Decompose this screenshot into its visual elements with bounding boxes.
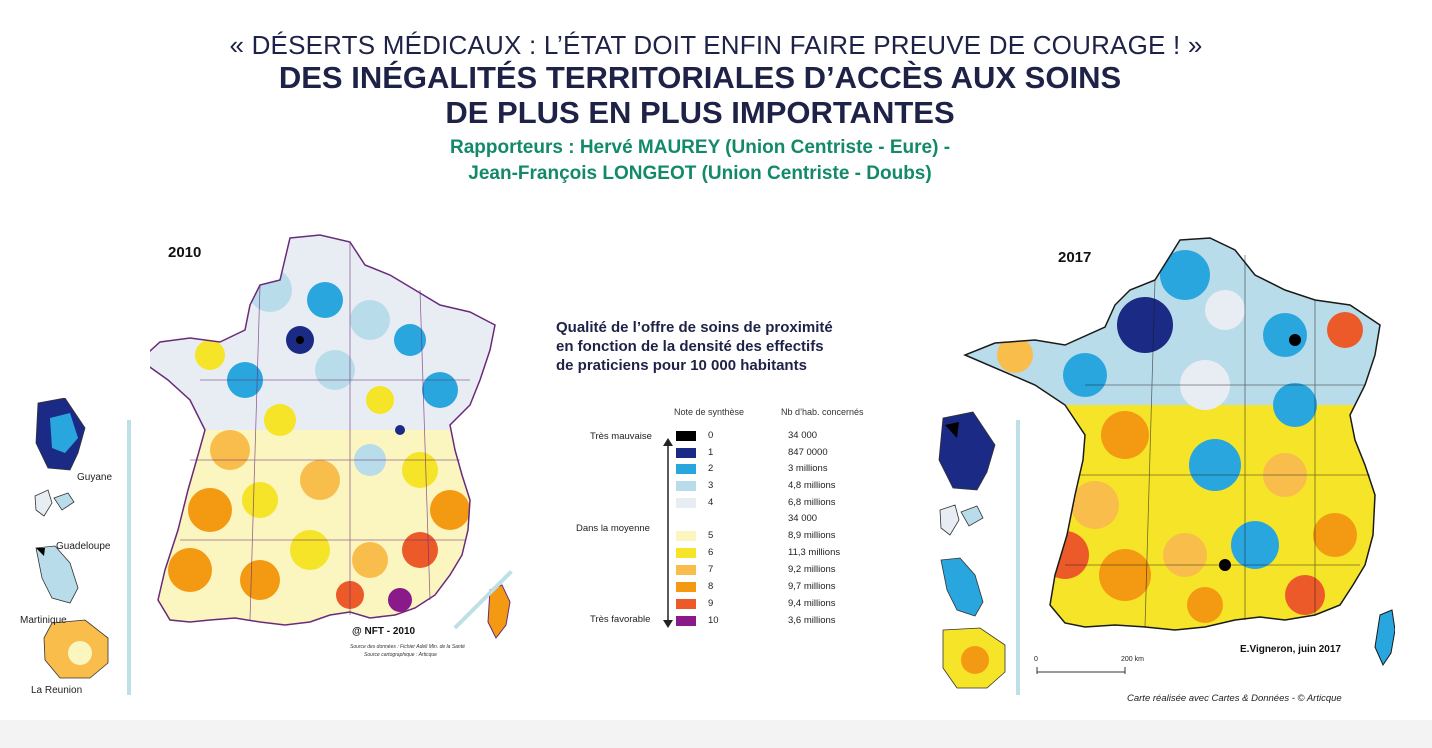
legend-note-7: 7 [708,564,714,575]
reunion-label: La Reunion [31,685,83,696]
legend-title-line1: Qualité de l’offre de soins de proximité [556,319,833,336]
legend-value-4: 6,8 millions [788,497,836,508]
guyane-2017-shape [938,411,996,491]
legend-col-hab-header: Nb d’hab. concernés [781,407,864,417]
legend-title-line2: en fonction de la densité des effectifs [556,338,824,355]
legend-swatch-4 [676,498,696,508]
legend-value-3: 4,8 millions [788,480,836,491]
scale-label: 200 km [1121,656,1144,663]
legend-swatch-8 [676,582,696,592]
credit-2010: @ NFT - 2010 [352,626,416,637]
legend-note-0: 0 [708,430,714,441]
legend-arrow-icon [663,438,673,628]
legend-swatch-6 [676,548,696,558]
legend-title: Qualité de l’offre de soins de proximité… [556,318,896,375]
legend-note-9: 9 [708,598,714,609]
guyane-label: Guyane [77,472,113,483]
legend-note-5: 5 [708,530,714,541]
legend-cat-good: Très favorable [590,614,651,625]
guadeloupe-label: Guadeloupe [56,541,111,552]
legend-note-2: 2 [708,463,714,474]
martinique-2010-shape [35,545,79,604]
legend-note-8: 8 [708,581,714,592]
legend-swatch-2 [676,464,696,474]
legend-col-note-header: Note de synthèse [674,407,745,417]
inset-separator-2017 [1016,420,1020,695]
year-2017-label: 2017 [1058,249,1092,266]
legend-title-line3: de praticiens pour 10 000 habitants [556,357,807,374]
france-map-2017 [963,237,1395,667]
legend-value-9: 9,4 millions [788,598,836,609]
corsica-2010-shape [487,584,511,639]
main-title-line2: DE PLUS EN PLUS IMPORTANTES [445,95,955,130]
legend-note-6: 6 [708,547,714,558]
year-2010-label: 2010 [168,244,202,261]
map-2017-fill [965,238,1380,630]
quote-title: « DÉSERTS MÉDICAUX : L’ÉTAT DOIT ENFIN F… [229,30,1203,60]
legend-value-7: 9,2 millions [788,564,836,575]
legend-value-0: 34 000 [788,430,818,441]
legend-value-10: 3,6 millions [788,615,836,626]
corsica-2017-shape [1374,609,1395,667]
legend-note-1: 1 [708,447,714,458]
france-map-2010 [150,234,511,639]
legend-note-3: 3 [708,480,714,491]
guadeloupe-2017-shape [939,504,960,536]
rapporteurs-line2: Jean-François LONGEOT (Union Centriste -… [468,163,932,184]
scale-bar [1036,667,1126,674]
footer-bar [0,720,1432,748]
legend-swatch-0 [676,431,696,441]
legend-extra-value: 34 000 [788,513,818,524]
legend-swatch-9 [676,599,696,609]
source-2017: Carte réalisée avec Cartes & Données - ©… [1127,693,1342,704]
legend-swatch-1 [676,448,696,458]
legend-note-4: 4 [708,497,714,508]
legend-swatch-7 [676,565,696,575]
source-2010-line1: Source des données : Fichier Adeli Min. … [350,644,465,650]
legend-note-10: 10 [708,615,719,626]
credit-2017: E.Vigneron, juin 2017 [1240,644,1341,655]
legend-value-8: 9,7 millions [788,581,836,592]
scale-zero: 0 [1034,656,1038,663]
legend-cat-bad: Très mauvaise [590,431,652,442]
legend-swatch-10 [676,616,696,626]
inset-separator-2010 [127,420,131,695]
overseas-insets-2017 [938,411,1006,689]
legend-swatch-3 [676,481,696,491]
legend-swatch-5 [676,531,696,541]
legend-value-5: 8,9 millions [788,530,836,541]
map-2010-fill [150,235,495,625]
source-2010-line2: Source cartographique : Articque [364,652,437,658]
martinique-2017-shape [940,557,984,617]
legend-cat-mid: Dans la moyenne [576,523,650,534]
legend-value-2: 3 millions [788,463,828,474]
martinique-label: Martinique [20,615,67,626]
guadeloupe-2010-shape [34,489,53,517]
main-title-line1: DES INÉGALITÉS TERRITORIALES D’ACCÈS AUX… [278,60,1122,95]
rapporteurs-line1: Rapporteurs : Hervé MAUREY (Union Centri… [449,137,951,158]
legend-value-1: 847 0000 [788,447,828,458]
legend-value-6: 11,3 millions [788,547,841,558]
overseas-insets-2010 [34,398,109,679]
